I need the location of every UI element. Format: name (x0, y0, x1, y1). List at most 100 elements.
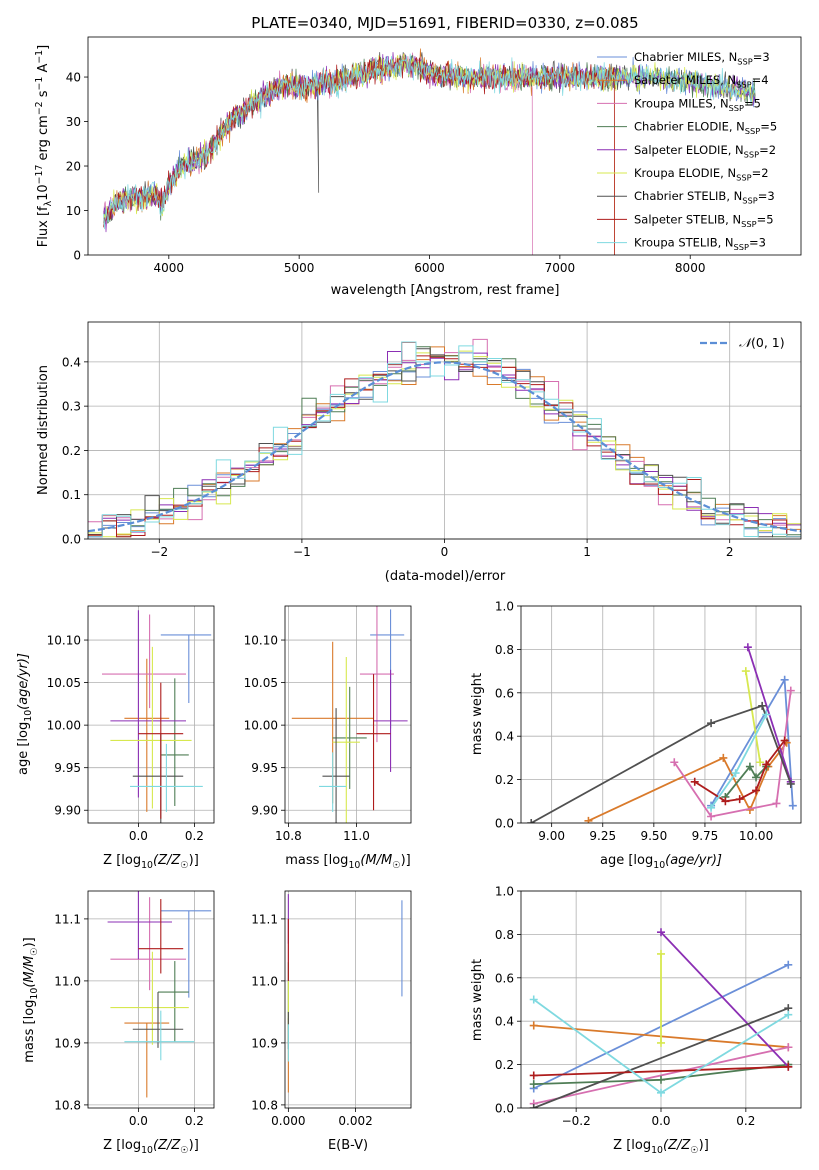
weight-point (529, 995, 538, 1004)
tick-label-x: 2 (726, 545, 734, 559)
weight-point (731, 769, 740, 778)
weight-point (784, 1010, 793, 1019)
axes-frame-hist (87, 321, 802, 540)
axes-age-vs-mass: 10.8 11.0 9.90 9.95 10.00 10.05 10.10 mass [log… (244, 605, 412, 871)
grid-age-vs-mass (285, 606, 411, 823)
histogram-step (88, 341, 801, 538)
legend-spectrum: Chabrier MILES, NSSP=3 Salpeter MILES, NS… (597, 50, 777, 252)
weight-point (786, 779, 795, 788)
grid-age-vs-Z (88, 606, 214, 823)
tick-label-x: 8000 (675, 261, 706, 275)
tick-label-x: 9.25 (589, 829, 616, 843)
x-axis-label: E(B-V) (328, 1138, 368, 1153)
tick-label-y: 0.6 (495, 971, 514, 985)
legend-label: Salpeter STELIB, NSSP=5 (634, 212, 774, 228)
x-axis-label: (data-model)/error (385, 569, 506, 584)
axes-mass-vs-Z: 0.0 0.2 10.8 10.9 11.0 11.1 Z [log10(Z/Z☉)] mas… (22, 890, 215, 1156)
tick-label-y: 0.1 (62, 488, 81, 502)
legend-label: Chabrier ELODIE, NSSP=5 (634, 120, 777, 136)
tick-label-y: 30 (66, 115, 81, 129)
weight-point (657, 1075, 665, 1084)
y-axis-label: mass weight (470, 959, 485, 1041)
weight-line (673, 690, 792, 818)
tick-label-y: 11.0 (54, 974, 81, 988)
axes-frame-mass-vs-Z (87, 890, 215, 1109)
tick-label-x: 5000 (284, 261, 315, 275)
tick-label-x: 0.2 (185, 829, 204, 843)
weight-point (657, 949, 665, 958)
tick-label-y: 10.00 (47, 719, 81, 733)
x-axis-label: Z [log10(Z/Z☉)] (103, 853, 199, 871)
axes-massweight-vs-age: 9.00 9.25 9.50 9.75 10.00 0.0 0.2 0.4 0.6 0.8 1.0 a… (470, 600, 802, 871)
y-axis-label: mass [log10(M/M☉)] (22, 937, 40, 1063)
weight-point (758, 701, 767, 710)
plot-area-mass-vs-ebv (287, 894, 403, 1093)
weight-point (657, 928, 665, 937)
tick-label-y: 1.0 (495, 600, 514, 614)
tick-label-y: 0.8 (495, 928, 514, 942)
tick-label-x: 0.0 (129, 829, 148, 843)
axes-frame-mass-vs-ebv (284, 890, 412, 1109)
tick-label-y: 0.4 (495, 730, 514, 744)
plot-area-age-vs-Z (102, 610, 212, 823)
axes-age-vs-Z: 0.0 0.2 9.90 9.95 10.00 10.05 10.10 Z [log10(Z/… (16, 605, 215, 871)
tick-label-y: 10.8 (54, 1098, 81, 1112)
weight-point (762, 710, 771, 719)
legend-label: Kroupa STELIB, NSSP=3 (634, 236, 766, 252)
y-axis-label: Normed distribution (36, 365, 51, 495)
tick-label-x: 0.2 (736, 1114, 755, 1128)
tick-label-y: 11.1 (54, 912, 81, 926)
legend-label: Kroupa ELODIE, NSSP=2 (634, 166, 769, 182)
weight-line (710, 714, 768, 809)
tick-label-y: 0.4 (62, 355, 81, 369)
tick-label-y: 1.0 (495, 885, 514, 899)
axes-frame-age-vs-Z (87, 605, 215, 824)
tick-label-x: 0.002 (338, 1114, 372, 1128)
tick-label-y: 11.0 (251, 974, 278, 988)
tick-label-x: 0.000 (271, 1114, 305, 1128)
tick-label-y: 0.3 (62, 400, 81, 414)
tick-label-x: 0 (441, 545, 449, 559)
plot-area-hist (88, 338, 801, 538)
weight-point (784, 1062, 793, 1071)
axes-frame-massweight-vs-Z (520, 890, 802, 1109)
tick-label-y: 0.8 (495, 643, 514, 657)
spectrum-line (103, 53, 756, 230)
tick-label-x: 9.00 (538, 829, 565, 843)
tick-label-x: 1 (583, 545, 591, 559)
plot-area-spectrum (103, 48, 756, 255)
weight-point (762, 760, 771, 769)
axes-spectrum: 4000 5000 6000 7000 8000 0 10 20 30 40 Chabrier MI… (34, 36, 802, 298)
tick-label-y: 9.95 (251, 761, 278, 775)
tick-label-x: 9.50 (640, 829, 667, 843)
tick-label-y: 0.0 (62, 533, 81, 547)
weight-point (584, 816, 593, 823)
weight-point (772, 799, 781, 808)
weight-line (744, 670, 761, 763)
tick-label-y: 0.2 (495, 773, 514, 787)
tick-label-y: 0 (73, 249, 81, 263)
tick-label-y: 20 (66, 160, 81, 174)
tick-label-x: 9.75 (692, 829, 719, 843)
weight-point (780, 675, 789, 684)
weight-line (533, 1046, 789, 1105)
tick-label-x: 0.0 (651, 1114, 670, 1128)
plot-area-mass-vs-Z (107, 891, 212, 1098)
tick-label-y: 11.1 (251, 912, 278, 926)
weight-point (529, 1021, 538, 1030)
weight-point (690, 777, 699, 786)
weight-point (786, 686, 795, 695)
tick-label-y: 10.05 (47, 676, 81, 690)
x-axis-label: wavelength [Angstrom, rest frame] (331, 283, 560, 298)
legend-label: Salpeter ELODIE, NSSP=2 (634, 143, 776, 159)
legend-label: Kroupa MILES, NSSP=5 (634, 96, 761, 112)
histogram-step (88, 341, 801, 538)
weight-point (735, 795, 744, 804)
y-axis-label: mass weight (470, 673, 485, 755)
tick-label-y: 10.10 (47, 634, 81, 648)
weight-point (780, 736, 789, 745)
weight-point (529, 1104, 538, 1108)
tick-label-y: 9.90 (251, 804, 278, 818)
tick-label-y: 10.00 (244, 719, 278, 733)
weight-point (741, 667, 750, 676)
